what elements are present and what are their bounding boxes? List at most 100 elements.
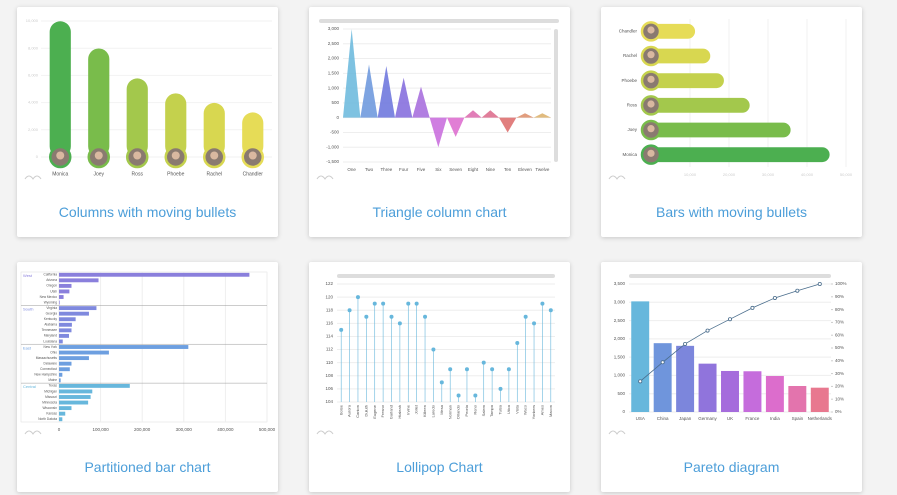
bar <box>651 48 711 64</box>
bar <box>203 102 225 157</box>
x-tick-label: Eugene <box>372 404 377 419</box>
x-tick-label: Ten <box>504 167 512 172</box>
x-tick-label: Eight <box>468 167 479 172</box>
bar <box>59 372 63 377</box>
y-tick-label: 116 <box>326 321 334 326</box>
x-tick-label: Seven <box>449 167 462 172</box>
x-tick-label: Peoria <box>464 404 469 416</box>
bar <box>59 317 76 322</box>
y-tick-label: 112 <box>326 347 334 352</box>
bar <box>59 339 63 344</box>
bullet-face <box>647 75 655 83</box>
triangle <box>412 86 430 118</box>
x-tick-label: Tulsa <box>498 404 503 414</box>
x-tick-label: Norman <box>447 405 452 419</box>
x-tick-label: Phoebe <box>167 171 184 177</box>
x-tick-label: Ross <box>132 171 144 177</box>
y-tick-label: Louisiana <box>43 339 57 343</box>
x-tick-label: Fresno <box>380 404 385 417</box>
y-tick-label: Oregon <box>46 284 57 288</box>
bar <box>59 328 72 333</box>
y-tick-label: 2,500 <box>328 41 340 46</box>
triangle <box>395 77 413 118</box>
bullet-face <box>94 151 103 160</box>
y-tick-label: -1,500 <box>326 159 339 164</box>
bullet-face <box>647 26 655 34</box>
gallery-card[interactable]: 0 2,000 4,000 6,000 8,000 10,000 Monica Joey Ros… <box>17 7 278 237</box>
y-tick-label: -1,000 <box>326 144 339 149</box>
bar <box>59 389 93 394</box>
cumulative-point <box>772 295 777 300</box>
chart-thumbnail: 0 500 1,000 1,500 2,000 2,500 3,000 3,500 0% 10% 2… <box>608 274 847 435</box>
x-tick-label: 400,000 <box>217 427 234 432</box>
logo <box>608 175 626 180</box>
lollipop-dot <box>355 295 360 300</box>
y-tick-label: Wisconsin <box>42 406 57 410</box>
y-tick-label: 500 <box>617 391 625 396</box>
lollipop-dot <box>406 301 411 306</box>
lollipop-dot <box>464 367 469 372</box>
gallery-card[interactable]: 0 500 1,000 1,500 2,000 2,500 3,000 3,500 0% 10% 2… <box>601 262 862 492</box>
bar <box>59 378 61 383</box>
x-tick-label: Salem <box>481 404 486 416</box>
y2-tick-label: 10% <box>835 396 844 401</box>
x-tick-label: Orlando <box>456 404 461 419</box>
lollipop-dot <box>347 308 352 313</box>
x-tick-label: France <box>745 416 760 421</box>
y-tick-label: 3,500 <box>614 281 626 286</box>
y-tick-label: Kentucky <box>44 317 58 321</box>
y-tick-label: Wyoming <box>44 300 57 304</box>
x-tick-label: Aurora <box>347 404 352 417</box>
y-tick-label: Massachusetts <box>36 356 58 360</box>
y2-tick-label: 90% <box>835 294 844 299</box>
x-tick-label: Three <box>380 167 392 172</box>
lollipop-dot <box>381 301 386 306</box>
bar <box>59 345 189 349</box>
group-label: West <box>23 273 33 278</box>
scrollbar <box>337 274 555 278</box>
chart-thumbnail: 104 106 108 110 112 114 116 118 120 122 Boise Auror… <box>316 274 555 435</box>
lollipop-dot <box>431 347 436 352</box>
cumulative-point <box>750 305 755 310</box>
lollipop-dot <box>506 367 511 372</box>
x-tick-label: Netherlands <box>808 416 833 421</box>
logo <box>316 430 334 435</box>
chart-thumbnail: 0 2,000 4,000 6,000 8,000 10,000 Monica Joey Ros… <box>24 18 272 180</box>
logo <box>24 175 42 180</box>
lollipop-dot <box>448 367 453 372</box>
x-tick-label: Monica <box>52 171 68 177</box>
x-tick-label: 500,000 <box>259 427 276 432</box>
x-tick-label: Germany <box>698 416 717 421</box>
gallery-card[interactable]: 10,000 20,000 30,000 40,000 50,000 Chandler Ra… <box>601 7 862 237</box>
cumulative-point <box>705 328 710 333</box>
y-tick-label: 1,000 <box>328 85 340 90</box>
x-tick-label: Eleven <box>518 167 532 172</box>
x-tick-label: China <box>657 416 669 421</box>
x-tick-label: Macon <box>548 405 553 417</box>
gallery-card[interactable]: -1,500 -1,000 -500 0 500 1,000 1,500 2,000 2,500… <box>309 7 570 237</box>
bar <box>743 371 762 412</box>
y-tick-label: North Dakota <box>38 417 57 421</box>
triangle <box>360 64 378 118</box>
bar <box>165 93 187 157</box>
y-tick-label: 1,500 <box>328 71 340 76</box>
x-tick-label: Canton <box>355 405 360 418</box>
card-caption: Pareto diagram <box>683 459 780 475</box>
y2-tick-label: 80% <box>835 307 844 312</box>
gallery-card[interactable]: 104 106 108 110 112 114 116 118 120 122 Boise Auror… <box>309 262 570 492</box>
y-tick-label: California <box>44 273 58 277</box>
bar <box>242 112 264 157</box>
y-tick-label: 2,000 <box>614 336 626 341</box>
y-tick-label: Phoebe <box>621 78 637 83</box>
gallery-card[interactable]: 0 100,000 200,000 300,000 400,000 500,000 West… <box>17 262 278 492</box>
x-tick-label: Boise <box>338 404 343 415</box>
bar <box>651 97 750 113</box>
x-tick-label: 0 <box>58 427 61 432</box>
bar <box>810 387 829 412</box>
x-tick-label: Utica <box>506 404 511 414</box>
scrollbar-v <box>554 29 558 162</box>
group-label: East <box>23 345 32 350</box>
x-tick-label: 30,000 <box>762 172 775 177</box>
x-tick-label: Six <box>435 167 442 172</box>
lollipop-dot <box>540 301 545 306</box>
